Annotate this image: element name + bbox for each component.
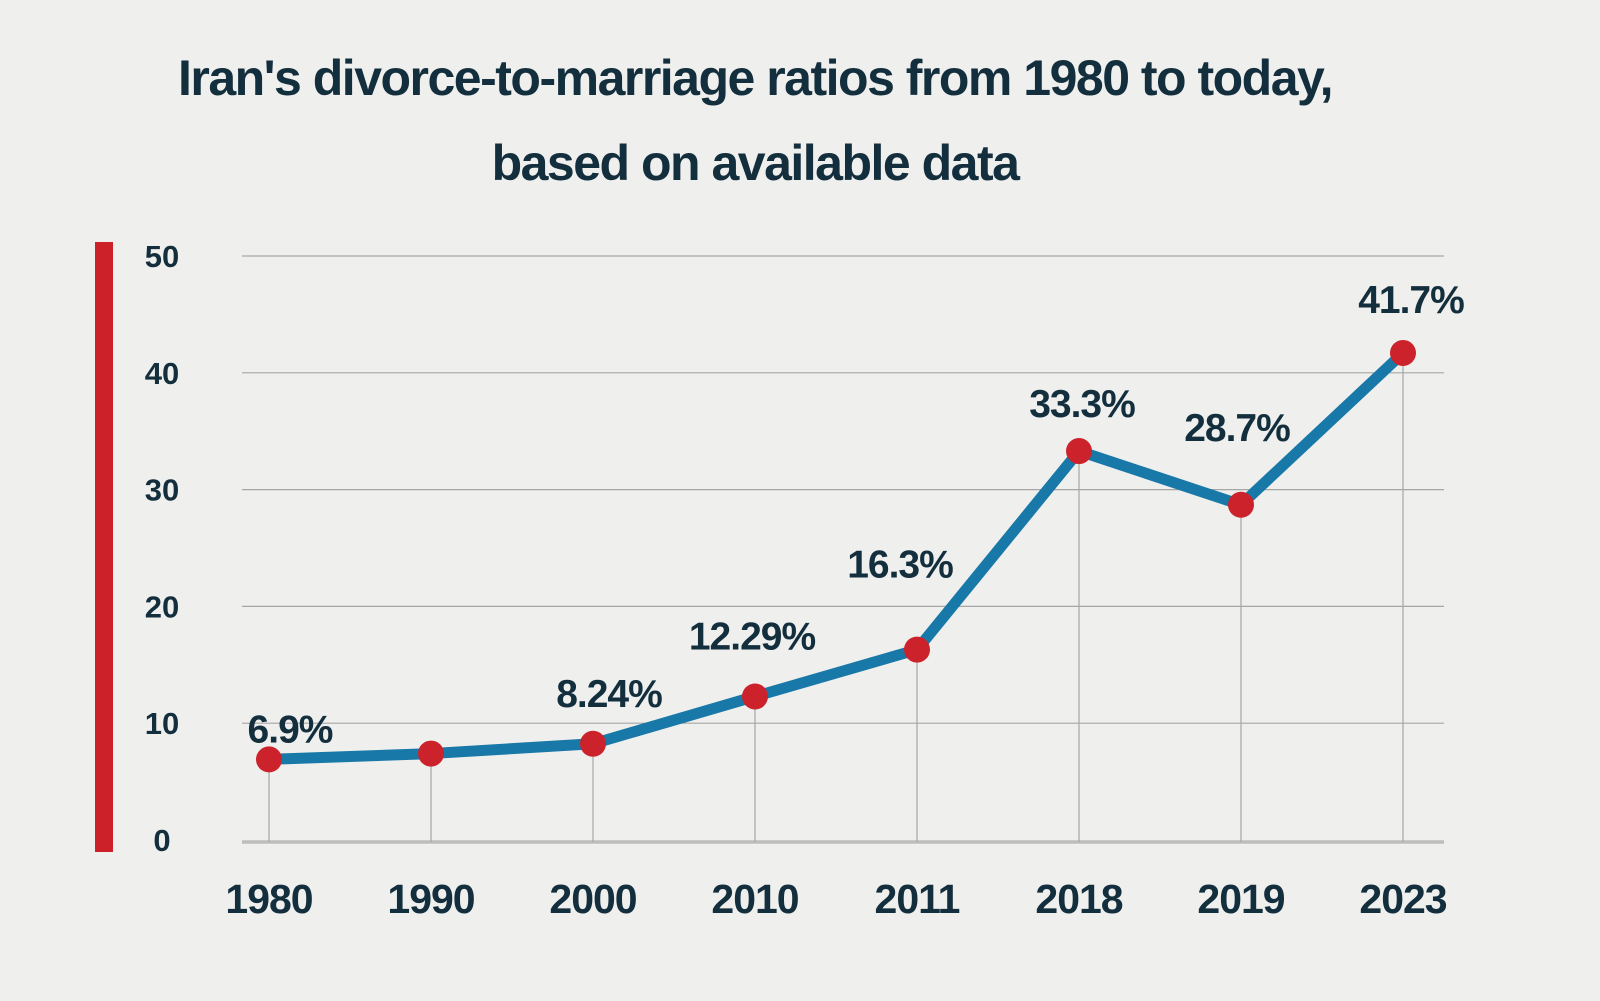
data-point-2011 [904,636,930,663]
trend-line [263,347,1409,765]
chart-title-line1: Iran's divorce-to-marriage ratios from 1… [177,50,1334,106]
x-tick-label-1990: 1990 [387,876,474,922]
point-label-2023: 41.7% [1358,279,1464,322]
x-tick-label-2023: 2023 [1359,876,1446,922]
x-tick-label-2000: 2000 [549,876,636,922]
y-tick-label-30: 30 [145,473,179,508]
y-axis-accent-bar [95,242,113,852]
chart-title: Iran's divorce-to-marriage ratios from 1… [0,36,1510,206]
y-tick-label-10: 10 [145,706,179,741]
data-point-2000 [580,730,606,757]
x-tick-label-2019: 2019 [1197,876,1284,922]
data-point-1980 [256,746,282,773]
data-point-2023 [1390,339,1416,366]
data-point-2019 [1228,491,1254,518]
data-point-2010 [742,683,768,710]
y-tick-label-50: 50 [145,239,179,274]
chart-title-line2: based on available data [491,135,1020,191]
x-tick-label-2010: 2010 [711,876,798,922]
point-label-2018: 33.3% [1029,383,1135,426]
x-tick-label-1980: 1980 [225,876,312,922]
data-point-2018 [1066,438,1092,465]
point-label-2010: 12.29% [689,615,816,658]
x-tick-label-2011: 2011 [875,876,960,922]
point-label-2011: 16.3% [847,544,953,587]
x-tick-label-2018: 2018 [1035,876,1122,922]
y-tick-label-0: 0 [153,823,170,858]
y-tick-label-20: 20 [145,589,179,624]
point-label-2019: 28.7% [1184,407,1290,450]
point-label-1980: 6.9% [248,708,333,751]
data-point-1990 [418,740,444,767]
y-tick-label-40: 40 [145,356,179,391]
point-label-2000: 8.24% [556,673,662,716]
